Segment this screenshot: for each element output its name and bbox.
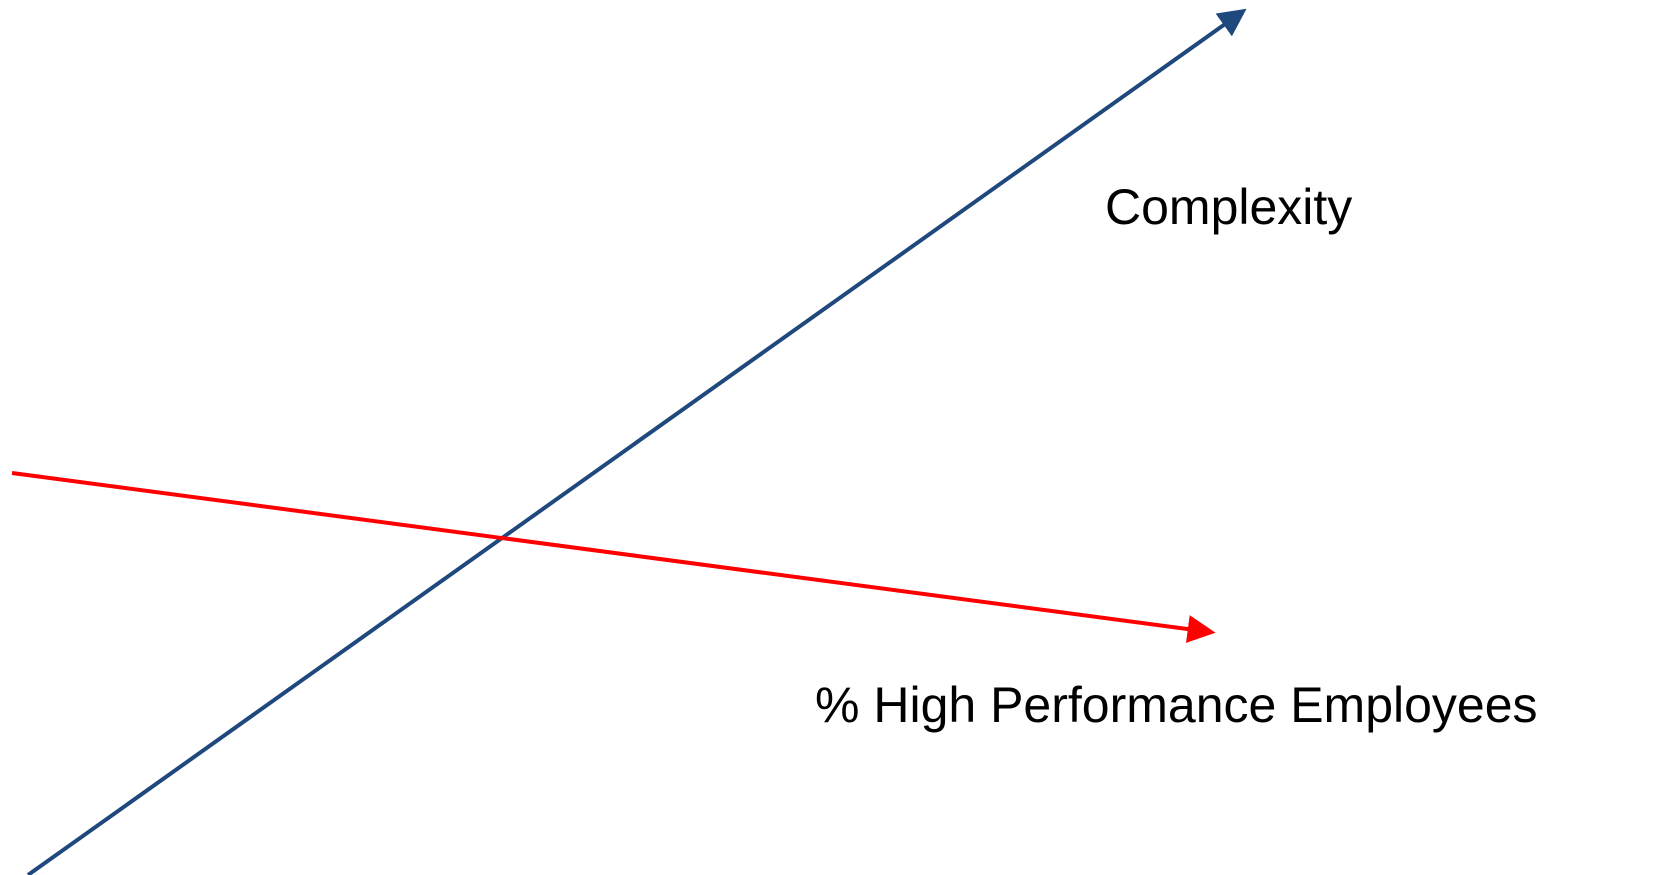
complexity-label: Complexity	[1105, 179, 1353, 235]
high-performance-employees-label: % High Performance Employees	[815, 677, 1538, 733]
complexity-arrow-line	[26, 8, 1247, 875]
high-performance-arrow-line	[11, 471, 1216, 643]
